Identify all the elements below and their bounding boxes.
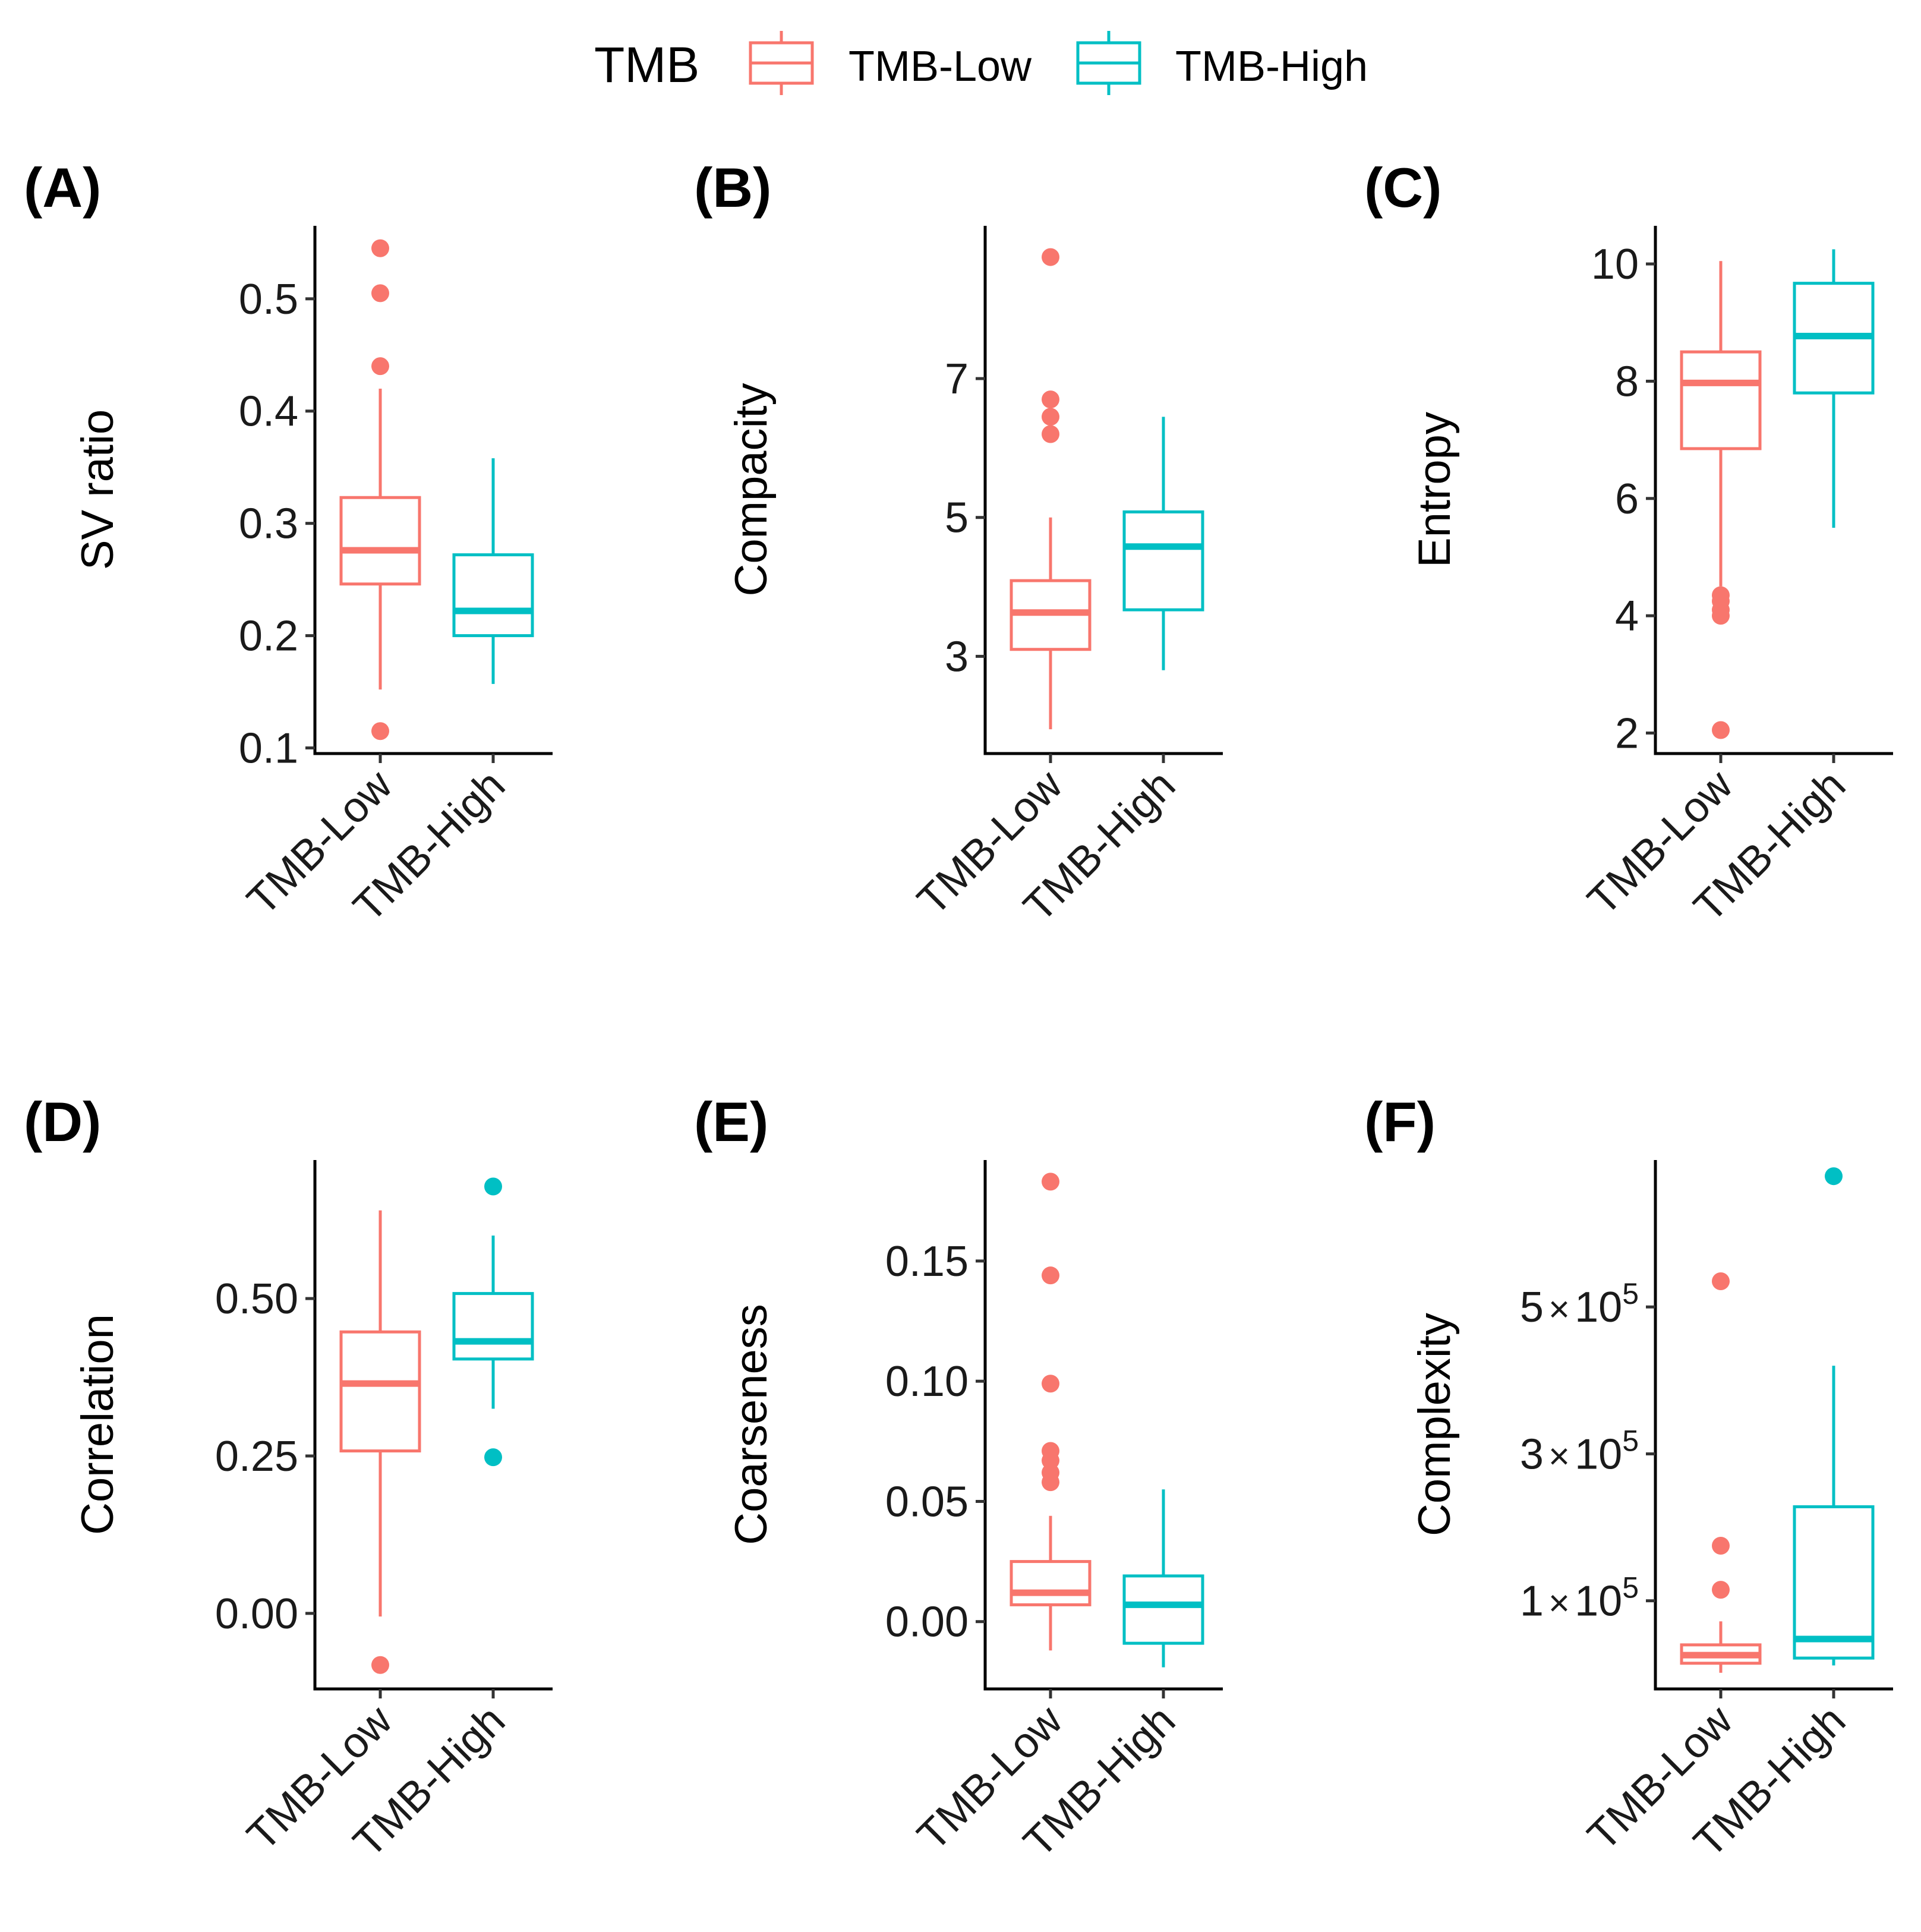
outlier-point — [1712, 1581, 1730, 1599]
iqr-box — [1122, 1574, 1204, 1645]
box-tmb-high — [1793, 249, 1875, 528]
iqr-box — [1680, 350, 1762, 450]
iqr-box — [339, 496, 421, 586]
y-tick-label: 0.50 — [215, 1275, 298, 1323]
outlier-point — [1825, 1167, 1843, 1186]
panel-label: (A) — [24, 156, 102, 219]
box-tmb-high — [452, 458, 534, 684]
y-tick-label: 0.05 — [885, 1478, 969, 1526]
panel-d: (D)0.000.250.50CorrelationTMB-LowTMB-Hig… — [24, 1091, 553, 1866]
legend-title: TMB — [594, 37, 699, 93]
panels: (A)0.10.20.30.40.5SV ratioTMB-LowTMB-Hig… — [24, 156, 1893, 1866]
y-axis-title: SV ratio — [72, 409, 123, 570]
iqr-box — [1122, 510, 1204, 612]
box-tmb-high — [452, 1177, 534, 1467]
panel-label: (C) — [1364, 156, 1442, 219]
legend-key-tmb-low — [749, 31, 814, 95]
box-tmb-low — [339, 239, 421, 740]
y-tick-label: 0.00 — [885, 1599, 969, 1646]
outlier-point — [1042, 1473, 1059, 1492]
y-axis-title: Complexity — [1409, 1313, 1460, 1536]
outlier-point — [1042, 390, 1059, 409]
outlier-point — [1042, 425, 1059, 443]
y-tick-label: 7 — [945, 355, 969, 403]
y-axis-title: Compacity — [726, 383, 777, 597]
y-tick-label: 1 × 105 — [1520, 1571, 1639, 1625]
panel-label: (F) — [1364, 1091, 1436, 1153]
y-tick-label: 3 × 105 — [1520, 1424, 1639, 1478]
y-tick-label: 0.4 — [239, 388, 298, 436]
y-tick-label: 2 — [1615, 710, 1639, 757]
outlier-point — [371, 1656, 389, 1674]
y-tick-label: 0.1 — [239, 725, 298, 773]
y-tick-label: 0.2 — [239, 613, 298, 660]
legend-key-tmb-high — [1076, 31, 1141, 95]
panel-label: (B) — [694, 156, 772, 219]
box-tmb-low — [1680, 1272, 1762, 1673]
box-tmb-low — [1010, 248, 1092, 730]
outlier-point — [371, 239, 389, 257]
outlier-point — [1712, 1536, 1730, 1555]
outlier-point — [371, 284, 389, 302]
panel-e: (E)0.000.050.100.15CoarsenessTMB-LowTMB-… — [694, 1091, 1223, 1866]
legend: TMB TMB-Low TMB-High — [594, 31, 1368, 95]
outlier-point — [371, 722, 389, 740]
y-axis-title: Correlation — [72, 1314, 123, 1535]
outlier-point — [1042, 408, 1059, 426]
outlier-point — [1042, 1173, 1059, 1191]
outlier-point — [484, 1177, 502, 1196]
box-tmb-low — [339, 1210, 421, 1674]
outlier-point — [1712, 1272, 1730, 1290]
box-tmb-low — [1010, 1173, 1092, 1651]
panel-label: (E) — [694, 1091, 768, 1153]
outlier-point — [1042, 1266, 1059, 1285]
outlier-point — [1712, 607, 1730, 625]
iqr-box — [1010, 1560, 1092, 1606]
y-tick-label: 0.25 — [215, 1433, 298, 1480]
outlier-point — [371, 357, 389, 376]
box-tmb-high — [1122, 417, 1204, 670]
box-tmb-low — [1680, 261, 1762, 739]
iqr-box — [452, 1292, 534, 1361]
y-tick-label: 0.10 — [885, 1358, 969, 1405]
panel-label: (D) — [24, 1091, 102, 1153]
outlier-point — [484, 1448, 502, 1467]
box-tmb-high — [1122, 1489, 1204, 1668]
legend-label-tmb-low: TMB-Low — [848, 43, 1032, 90]
box-tmb-high — [1793, 1167, 1875, 1666]
y-tick-label: 5 × 105 — [1520, 1277, 1639, 1331]
y-axis-title: Coarseness — [726, 1304, 777, 1545]
iqr-box — [452, 553, 534, 638]
iqr-box — [1793, 1505, 1875, 1660]
y-tick-label: 0.3 — [239, 500, 298, 548]
outlier-point — [1042, 1375, 1059, 1393]
iqr-box — [339, 1330, 421, 1452]
y-tick-label: 3 — [945, 633, 969, 680]
y-axis-title: Entropy — [1409, 412, 1460, 568]
y-tick-label: 0.00 — [215, 1590, 298, 1638]
y-tick-label: 0.15 — [885, 1238, 969, 1285]
legend-label-tmb-high: TMB-High — [1175, 43, 1368, 90]
y-tick-label: 0.5 — [239, 276, 298, 323]
outlier-point — [1042, 248, 1059, 266]
panel-a: (A)0.10.20.30.40.5SV ratioTMB-LowTMB-Hig… — [24, 156, 553, 931]
y-tick-label: 4 — [1615, 592, 1639, 640]
outlier-point — [1712, 721, 1730, 739]
y-tick-label: 5 — [945, 494, 969, 542]
y-tick-label: 8 — [1615, 358, 1639, 405]
y-tick-label: 10 — [1591, 241, 1639, 288]
y-tick-label: 6 — [1615, 475, 1639, 523]
